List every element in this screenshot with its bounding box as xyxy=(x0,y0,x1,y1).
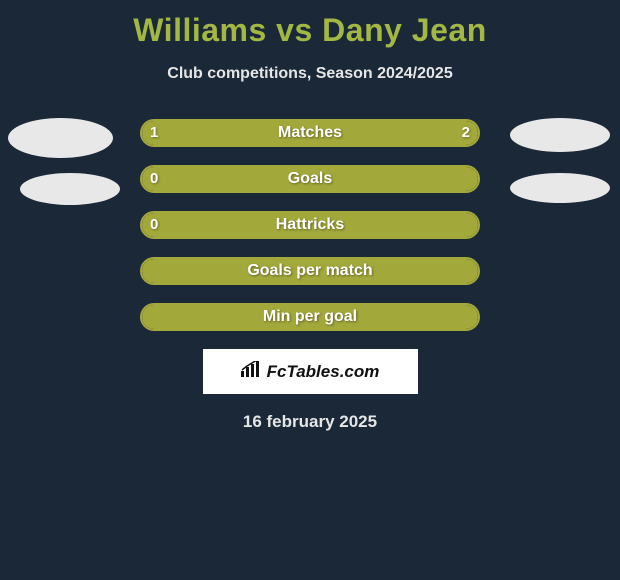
bar-track xyxy=(140,257,480,285)
stat-value-left: 0 xyxy=(150,211,158,239)
bar-track xyxy=(140,119,480,147)
stat-row: 0 Hattricks xyxy=(140,211,480,239)
chart-icon xyxy=(241,361,261,382)
bar-track xyxy=(140,165,480,193)
bar-fill xyxy=(142,167,478,191)
date-label: 16 february 2025 xyxy=(0,412,620,432)
stat-value-left: 0 xyxy=(150,165,158,193)
source-logo: FcTables.com xyxy=(203,349,418,394)
bar-track xyxy=(140,303,480,331)
bar-fill xyxy=(142,259,478,283)
logo-text: FcTables.com xyxy=(267,362,380,382)
stat-rows: 1 2 Matches 0 Goals 0 Hattricks Goals pe… xyxy=(0,119,620,331)
page-title: Williams vs Dany Jean xyxy=(0,0,620,49)
bar-fill xyxy=(142,305,478,329)
bar-fill xyxy=(142,213,478,237)
stat-row: 1 2 Matches xyxy=(140,119,480,147)
stat-row: Goals per match xyxy=(140,257,480,285)
stat-row: 0 Goals xyxy=(140,165,480,193)
subtitle: Club competitions, Season 2024/2025 xyxy=(0,65,620,83)
bar-track xyxy=(140,211,480,239)
stat-value-left: 1 xyxy=(150,119,158,147)
stat-row: Min per goal xyxy=(140,303,480,331)
bar-fill-right xyxy=(253,121,478,145)
stat-value-right: 2 xyxy=(462,119,470,147)
bar-fill-left xyxy=(142,121,253,145)
